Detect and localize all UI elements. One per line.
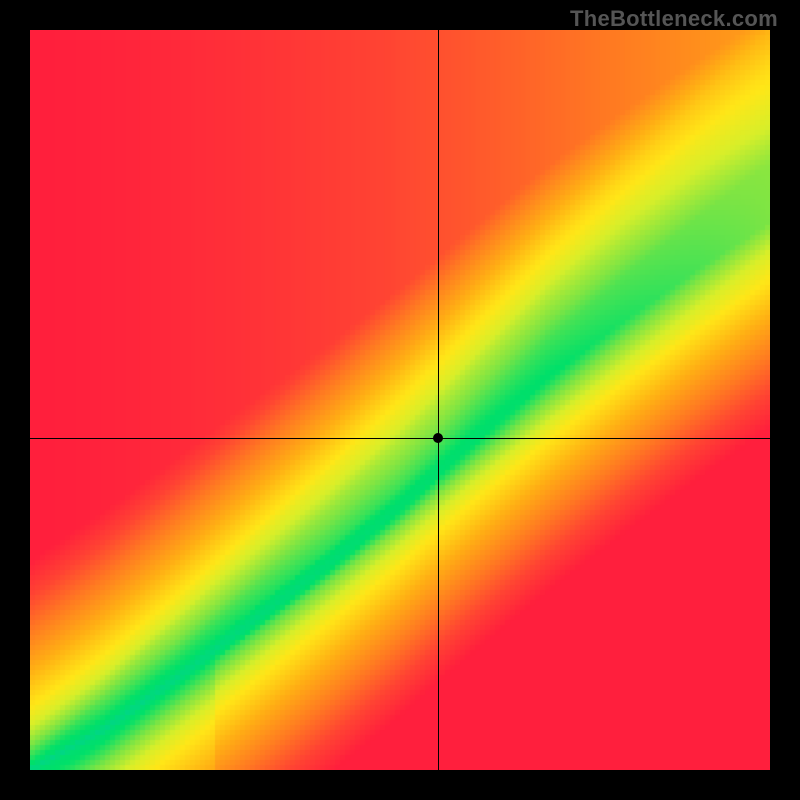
crosshair-vertical bbox=[438, 30, 439, 770]
bottleneck-heatmap bbox=[30, 30, 770, 770]
crosshair-horizontal bbox=[30, 438, 770, 439]
bottleneck-chart-container: { "watermark": { "text": "TheBottleneck.… bbox=[0, 0, 800, 800]
crosshair-marker bbox=[433, 433, 443, 443]
watermark-text: TheBottleneck.com bbox=[570, 6, 778, 32]
